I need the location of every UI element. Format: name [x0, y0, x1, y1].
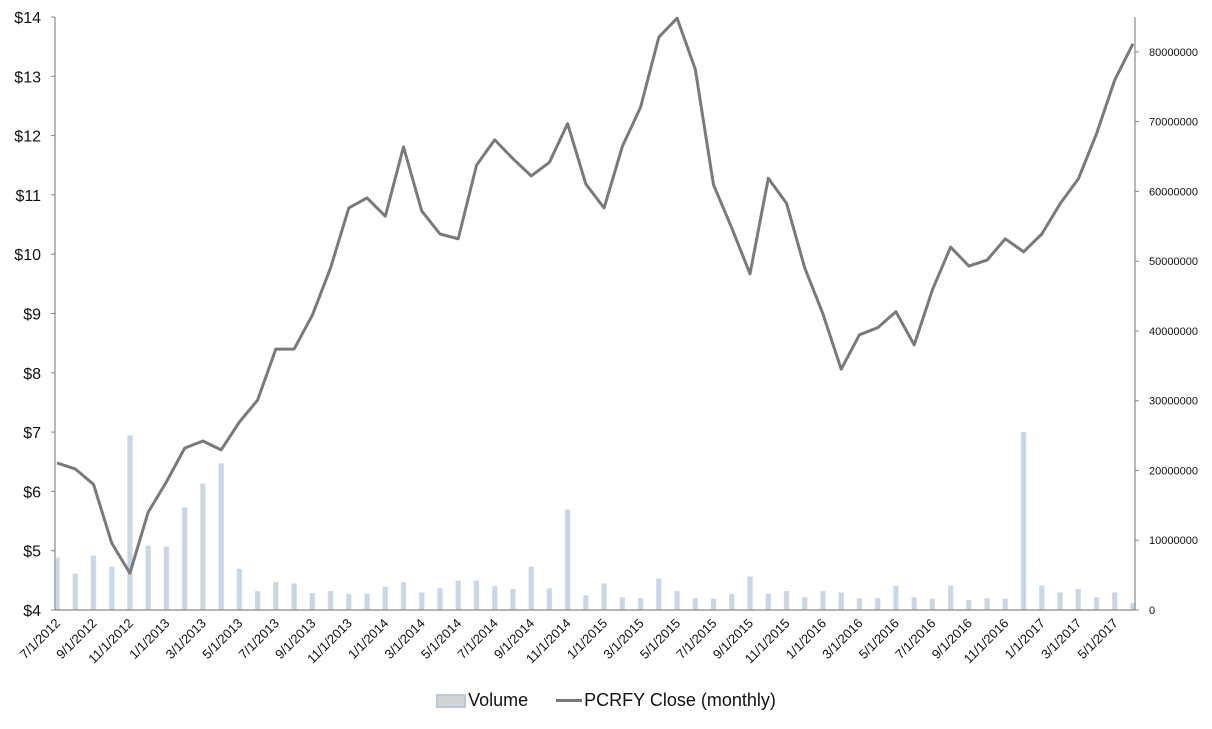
volume-bar	[181, 507, 188, 611]
left-axis-tick-label: $14	[14, 10, 41, 27]
volume-bar	[947, 585, 954, 611]
right-axis-tick-label: 40000000	[1149, 326, 1198, 338]
volume-bar	[108, 566, 115, 611]
volume-bar	[418, 592, 425, 611]
volume-bar	[564, 509, 571, 611]
legend: Volume PCRFY Close (monthly)	[0, 690, 1212, 711]
left-axis-tick-label: $9	[23, 307, 41, 324]
legend-swatch-volume	[436, 693, 467, 708]
volume-bar	[291, 583, 297, 611]
volume-bar	[747, 576, 753, 611]
volume-bar	[801, 597, 808, 611]
left-axis-tick-label: $7	[23, 425, 41, 442]
legend-item-close: PCRFY Close (monthly)	[556, 690, 776, 711]
volume-bar	[874, 597, 881, 611]
volume-bar	[692, 597, 699, 611]
volume-bar	[437, 588, 443, 611]
volume-bar	[236, 568, 243, 611]
volume-bar	[309, 593, 316, 611]
volume-bar	[656, 578, 662, 611]
volume-bar	[327, 590, 334, 611]
left-axis-tick-label: $6	[23, 484, 41, 501]
volume-bar	[346, 593, 352, 611]
volume-bar	[601, 583, 607, 611]
volume-bar	[765, 593, 772, 611]
volume-bar	[55, 557, 60, 611]
x-axis-tick-label: 5/1/2017	[1074, 616, 1120, 662]
volume-bar	[400, 581, 407, 611]
volume-bar	[382, 586, 389, 611]
right-axis-tick-label: 70000000	[1149, 117, 1198, 129]
legend-label-volume: Volume	[468, 690, 529, 710]
volume-bar	[637, 597, 644, 611]
left-axis-tick-label: $10	[14, 247, 41, 264]
volume-bar	[528, 566, 534, 611]
volume-bar	[729, 593, 735, 611]
right-axis-tick-label: 50000000	[1149, 256, 1198, 268]
volume-bar	[911, 597, 917, 611]
volume-bar	[473, 580, 480, 611]
volume-bar	[455, 580, 461, 611]
volume-bar	[510, 588, 516, 611]
right-axis-tick-label: 0	[1149, 605, 1155, 617]
volume-bar	[200, 483, 206, 611]
left-axis-tick-label: $11	[15, 188, 41, 205]
volume-bar	[546, 588, 553, 611]
volume-bar	[1075, 588, 1082, 611]
right-axis-tick-label: 60000000	[1149, 186, 1198, 198]
volume-bar	[163, 546, 170, 611]
right-axis-tick-label: 30000000	[1149, 396, 1198, 408]
volume-bar	[1093, 597, 1100, 611]
volume-bar	[838, 592, 844, 611]
legend-item-volume: Volume	[436, 690, 528, 711]
volume-bar	[1002, 598, 1009, 611]
left-axis-tick-label: $4	[23, 603, 41, 620]
volume-bar	[619, 597, 626, 611]
volume-bar	[583, 595, 589, 611]
volume-bar	[820, 590, 826, 611]
volume-bar	[1039, 585, 1045, 611]
left-axis-tick-label: $8	[23, 366, 41, 383]
right-axis-tick-label: 10000000	[1149, 535, 1198, 547]
volume-bar	[127, 435, 133, 611]
volume-bar	[218, 463, 224, 611]
volume-bar	[145, 545, 151, 611]
volume-bar	[710, 598, 717, 611]
volume-bar	[984, 597, 990, 611]
legend-label-close: PCRFY Close (monthly)	[584, 690, 776, 710]
right-axis-tick-label: 20000000	[1149, 465, 1198, 477]
legend-swatch-close	[556, 699, 583, 702]
close-price-line	[56, 16, 1135, 575]
volume-bar	[90, 555, 97, 611]
volume-bar	[929, 598, 936, 611]
volume-bar	[491, 586, 498, 611]
volume-bar	[674, 590, 680, 611]
volume-bar	[254, 590, 261, 611]
chart-svg: $4 $5 $6 $7 $8 $9 $10 $11 $12 $13 $14 0 10000000 2000…	[14, 10, 1198, 666]
volume-bar	[783, 590, 790, 611]
volume-bar	[273, 581, 279, 611]
volume-bar	[72, 573, 78, 611]
volume-bar	[1020, 431, 1027, 611]
volume-bar	[966, 599, 972, 611]
right-axis-tick-label: 80000000	[1149, 47, 1198, 59]
left-axis-tick-label: $12	[14, 129, 41, 146]
volume-bar	[856, 597, 863, 611]
volume-bar	[364, 593, 370, 611]
volume-bar	[1112, 592, 1118, 611]
left-axis-tick-label: $5	[23, 544, 41, 561]
volume-bar	[893, 586, 899, 611]
left-axis-tick-label: $13	[14, 69, 41, 86]
volume-bar	[1057, 592, 1063, 611]
